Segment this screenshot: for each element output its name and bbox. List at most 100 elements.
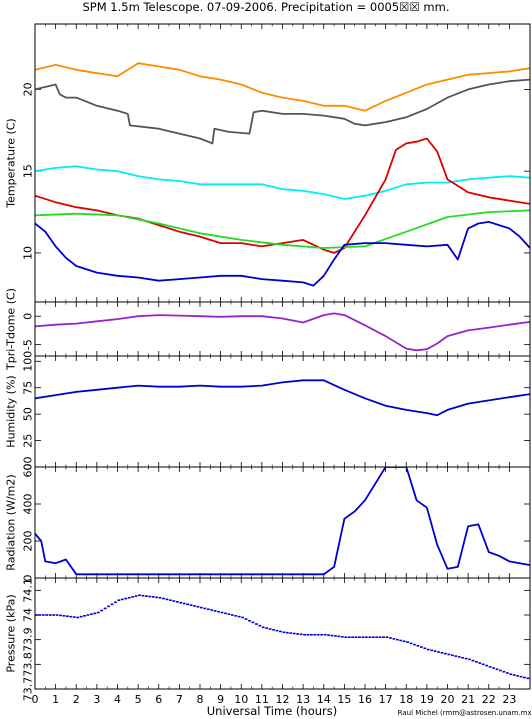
y-tick-label: 600 (22, 457, 35, 478)
y-tick-label: 100 (22, 351, 35, 372)
x-tick-label: 14 (317, 693, 331, 706)
data-point (423, 647, 427, 650)
x-tick-label: 21 (461, 693, 475, 706)
data-point (120, 598, 124, 601)
data-point (169, 599, 172, 601)
data-point (134, 595, 138, 597)
data-point (52, 614, 55, 616)
data-point (299, 633, 303, 636)
data-point (244, 618, 248, 620)
x-tick-label: 8 (197, 693, 204, 706)
series-line-0 (35, 62, 530, 112)
panel-frame (34, 23, 531, 303)
data-point (457, 656, 461, 658)
data-point (220, 611, 224, 614)
data-point (35, 614, 38, 616)
panel-1: -5 0 Tpri-Tdome (C) (5, 288, 531, 371)
data-point (499, 669, 502, 672)
data-point (468, 658, 471, 661)
y-tick-label: 200 (22, 531, 35, 552)
data-point (258, 624, 262, 627)
series-line-4 (35, 209, 530, 249)
data-point (227, 613, 231, 615)
data-point (375, 636, 379, 638)
data-point (481, 663, 485, 666)
data-point (454, 655, 458, 657)
y-axis-label: Temperature (C) (5, 118, 18, 208)
data-point (505, 672, 509, 674)
x-tick-label: 16 (358, 693, 372, 706)
data-point (344, 636, 348, 638)
data-point (275, 629, 279, 632)
data-point (351, 636, 354, 638)
y-tick-label: 73.8 (22, 652, 35, 677)
y-tick-label: 20 (22, 82, 35, 96)
data-point (86, 614, 90, 616)
data-point (234, 615, 238, 617)
data-point (206, 608, 210, 611)
data-point (175, 601, 179, 603)
data-point (420, 646, 423, 648)
series-line-3 (35, 137, 530, 254)
data-point (282, 631, 286, 634)
data-point (90, 613, 93, 615)
data-point (196, 605, 200, 608)
data-point (186, 603, 189, 606)
data-point (100, 609, 104, 612)
y-tick-label: 0 (22, 575, 35, 582)
data-point (148, 595, 152, 598)
data-point (523, 676, 526, 679)
data-point (292, 632, 296, 635)
data-point (526, 677, 530, 680)
y-tick-label: 73.9 (22, 627, 35, 652)
x-tick-label: 18 (399, 693, 413, 706)
data-point (492, 667, 495, 669)
y-tick-label: 50 (22, 407, 35, 421)
x-tick-label: 0 (32, 693, 39, 706)
data-point (426, 648, 430, 651)
data-point (55, 614, 59, 616)
x-tick-label: 17 (379, 693, 393, 706)
data-point (107, 605, 110, 608)
data-point (430, 649, 434, 652)
data-point (382, 636, 385, 638)
data-point (279, 630, 282, 633)
data-point (368, 636, 372, 638)
data-point (310, 633, 313, 636)
x-tick-label: 7 (176, 693, 183, 706)
data-point (389, 637, 392, 639)
x-tick-label: 3 (93, 693, 100, 706)
data-point (93, 612, 97, 615)
data-point (224, 612, 227, 615)
x-tick-label: 10 (234, 693, 248, 706)
data-point (114, 601, 117, 604)
data-point (371, 636, 375, 638)
y-tick-label: 74.1 (22, 578, 35, 603)
data-point (354, 636, 358, 638)
data-point (103, 607, 107, 610)
data-point (248, 619, 251, 622)
data-point (323, 633, 327, 636)
data-point (217, 610, 220, 613)
x-tick-label: 1 (52, 693, 59, 706)
data-point (255, 623, 258, 625)
x-tick-label: 12 (276, 693, 290, 706)
data-point (392, 638, 396, 640)
data-point (182, 602, 186, 605)
x-tick-label: 15 (337, 693, 351, 706)
data-point (165, 598, 169, 601)
y-tick-label: 25 (22, 434, 35, 448)
x-tick-label: 4 (114, 693, 121, 706)
data-point (41, 614, 45, 616)
y-tick-label: 400 (22, 494, 35, 515)
x-tick-label: 23 (502, 693, 516, 706)
data-point (330, 634, 334, 637)
data-point (512, 674, 516, 676)
data-point (402, 640, 406, 643)
data-point (361, 636, 365, 638)
data-point (189, 604, 193, 606)
data-point (131, 596, 134, 598)
data-point (395, 638, 399, 641)
data-point (358, 636, 361, 638)
